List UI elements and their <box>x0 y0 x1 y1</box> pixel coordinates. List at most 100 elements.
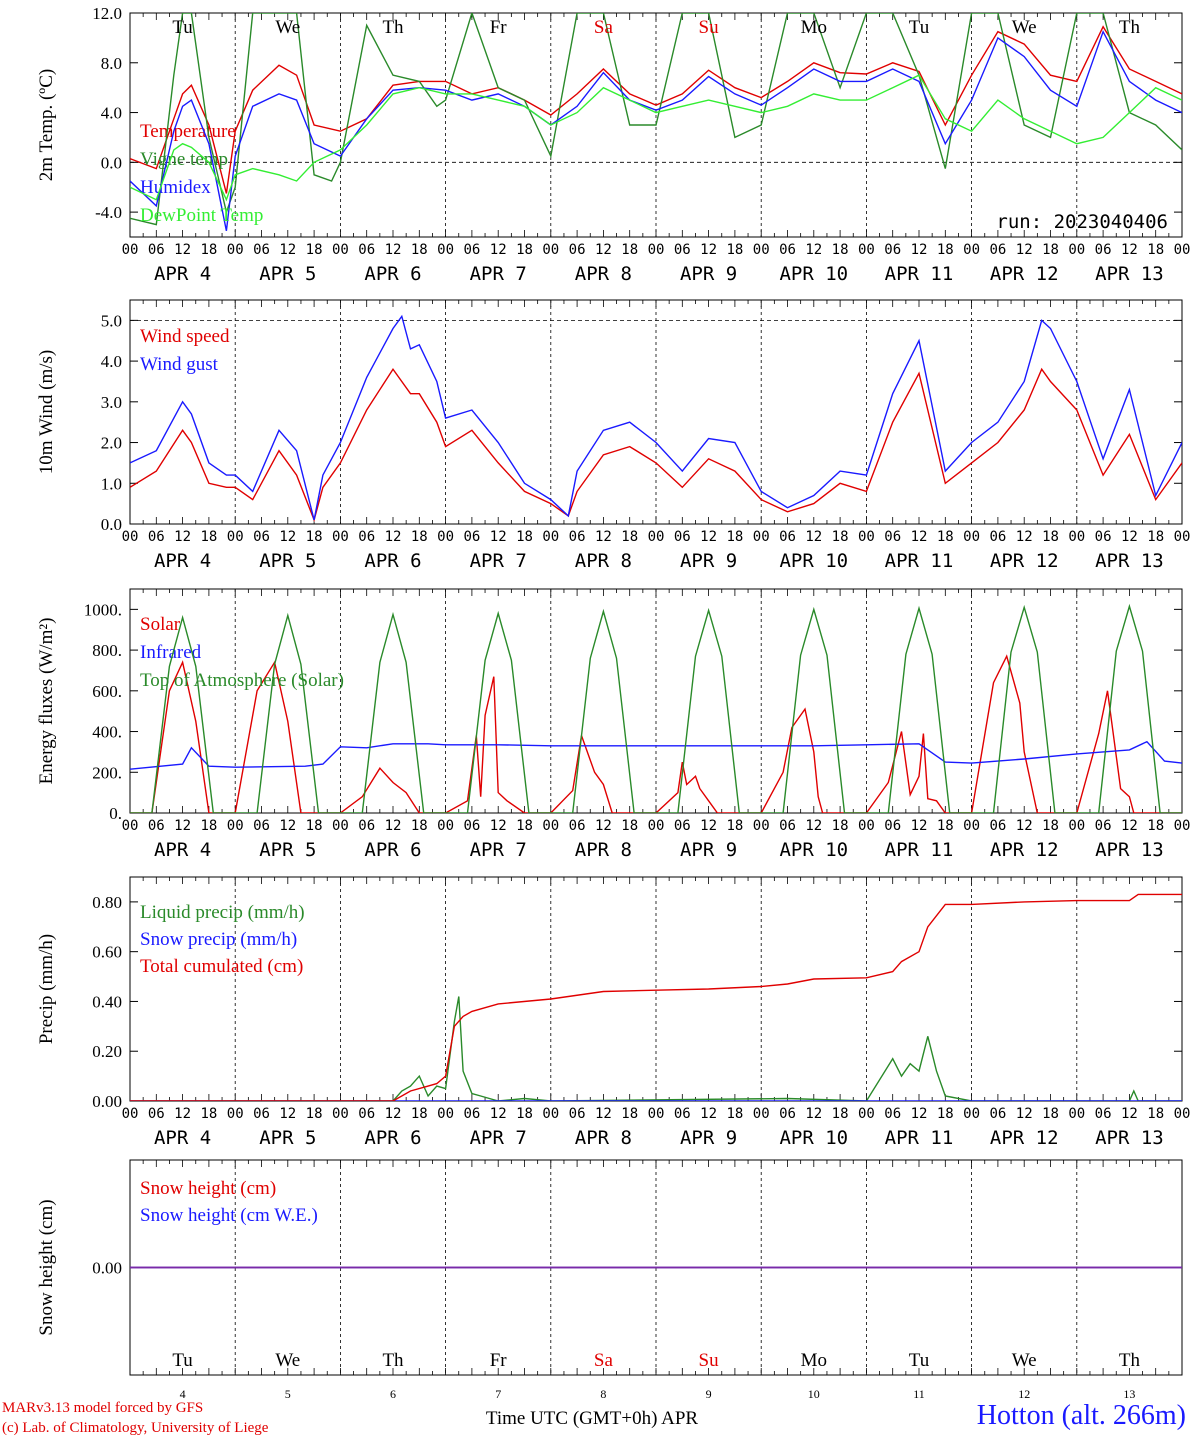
hour-tick-label: 06 <box>358 818 375 834</box>
date-label: APR 12 <box>990 1127 1059 1149</box>
hour-tick-label: 06 <box>779 242 796 258</box>
hour-tick-label: 18 <box>937 529 954 545</box>
hour-tick-label: 00 <box>648 529 665 545</box>
hour-tick-label: 18 <box>621 818 638 834</box>
hour-tick-label: 00 <box>542 529 559 545</box>
weekday-label: We <box>1012 17 1037 38</box>
hour-tick-label: 06 <box>1095 529 1112 545</box>
hour-tick-label: 00 <box>122 242 139 258</box>
x-axis-label: Time UTC (GMT+0h) APR <box>486 1408 699 1429</box>
hour-tick-label: 12 <box>700 529 717 545</box>
hour-tick-label: 18 <box>1147 529 1164 545</box>
hour-tick-label: 12 <box>385 818 402 834</box>
day-number: 11 <box>913 1387 925 1401</box>
weekday-label: Mo <box>801 17 827 38</box>
date-label: APR 7 <box>470 839 527 861</box>
panel-5: 0.00 Snow height (cm) Snow height (cm) Snow… <box>36 1159 1183 1429</box>
day-number: 8 <box>600 1387 606 1401</box>
y-axis-label: Energy fluxes (W/m²) <box>36 618 57 785</box>
hour-tick-label: 00 <box>753 242 770 258</box>
y-tick-label: 0.80 <box>92 893 122 912</box>
legend-entry: Wind speed <box>140 326 230 347</box>
day-number: 6 <box>390 1387 396 1401</box>
panel-4: 0.80 0.60 0.40 0.20 0.00 Precip (mm/h) Liquid … <box>36 876 1190 1149</box>
hour-tick-label: 06 <box>1095 818 1112 834</box>
hour-tick-label: 06 <box>253 1106 270 1122</box>
weekday-label: We <box>1012 1350 1037 1371</box>
y-axis-label: Precip (mm/h) <box>36 934 57 1044</box>
day-number: 13 <box>1123 1387 1135 1401</box>
legend-entry: Wind gust <box>140 354 219 375</box>
hour-tick-label: 12 <box>911 529 928 545</box>
hour-tick-label: 12 <box>279 818 296 834</box>
hour-tick-label: 00 <box>753 1106 770 1122</box>
hour-tick-label: 00 <box>1174 242 1191 258</box>
date-label: APR 6 <box>364 550 421 572</box>
weekday-label: Tu <box>172 17 193 38</box>
hour-tick-label: 06 <box>1095 242 1112 258</box>
y-tick-label: 600. <box>92 682 122 701</box>
legend-entry: Top of Atmosphere (Solar) <box>140 670 344 691</box>
legend-entry: Liquid precip (mm/h) <box>140 902 305 923</box>
hour-tick-label: 12 <box>1016 818 1033 834</box>
plot-frame <box>129 588 1183 814</box>
hour-tick-label: 18 <box>306 1106 323 1122</box>
hour-tick-label: 00 <box>437 242 454 258</box>
hour-tick-label: 18 <box>937 242 954 258</box>
hour-tick-label: 18 <box>1147 1106 1164 1122</box>
date-label: APR 4 <box>154 839 211 861</box>
hour-tick-label: 18 <box>1042 529 1059 545</box>
hour-tick-label: 06 <box>884 818 901 834</box>
weekday-label: Su <box>699 1350 720 1371</box>
weekday-label: Tu <box>172 1350 193 1371</box>
date-label: APR 6 <box>364 263 421 285</box>
hour-tick-label: 00 <box>753 529 770 545</box>
legend-entry: Temperature <box>140 121 236 142</box>
weekday-label: Su <box>699 17 720 38</box>
series-line-1 <box>130 314 1182 521</box>
hour-tick-label: 00 <box>542 1106 559 1122</box>
hour-tick-label: 12 <box>1121 818 1138 834</box>
hour-tick-label: 06 <box>148 818 165 834</box>
hour-tick-label: 12 <box>805 529 822 545</box>
y-tick-label: 400. <box>92 723 122 742</box>
series-line-0 <box>130 25 1182 194</box>
hour-tick-label: 06 <box>463 529 480 545</box>
y-tick-label: 1.0 <box>101 474 122 493</box>
hour-tick-label: 00 <box>122 818 139 834</box>
day-number: 4 <box>180 1387 186 1401</box>
hour-tick-label: 12 <box>1121 242 1138 258</box>
hour-tick-label: 00 <box>437 1106 454 1122</box>
date-label: APR 10 <box>779 1127 848 1149</box>
date-label: APR 13 <box>1095 839 1164 861</box>
hour-tick-label: 18 <box>411 242 428 258</box>
hour-tick-label: 12 <box>595 242 612 258</box>
hour-tick-label: 12 <box>1016 529 1033 545</box>
hour-tick-label: 18 <box>832 529 849 545</box>
hour-tick-label: 00 <box>648 1106 665 1122</box>
weekday-label: Th <box>1119 17 1141 38</box>
hour-tick-label: 12 <box>174 1106 191 1122</box>
y-axis-label: 10m Wind (m/s) <box>36 350 57 475</box>
hour-tick-label: 18 <box>726 242 743 258</box>
hour-tick-label: 06 <box>779 818 796 834</box>
hour-tick-label: 00 <box>858 818 875 834</box>
legend-entry: Snow height (cm) <box>140 1178 276 1199</box>
hour-tick-label: 06 <box>253 818 270 834</box>
series-line-0 <box>130 367 1182 523</box>
hour-tick-label: 12 <box>174 529 191 545</box>
date-label: APR 13 <box>1095 263 1164 285</box>
date-label: APR 8 <box>575 839 632 861</box>
y-tick-label: 0.0 <box>101 515 122 534</box>
hour-tick-label: 00 <box>858 242 875 258</box>
hour-tick-label: 12 <box>385 242 402 258</box>
date-label: APR 4 <box>154 550 211 572</box>
hour-tick-label: 18 <box>200 529 217 545</box>
hour-tick-label: 12 <box>279 1106 296 1122</box>
hour-tick-label: 12 <box>174 818 191 834</box>
hour-tick-label: 18 <box>516 1106 533 1122</box>
hour-tick-label: 06 <box>253 242 270 258</box>
y-axis-label: Snow height (cm) <box>36 1199 57 1335</box>
hour-tick-label: 18 <box>621 242 638 258</box>
weekday-label: Fr <box>490 17 508 38</box>
